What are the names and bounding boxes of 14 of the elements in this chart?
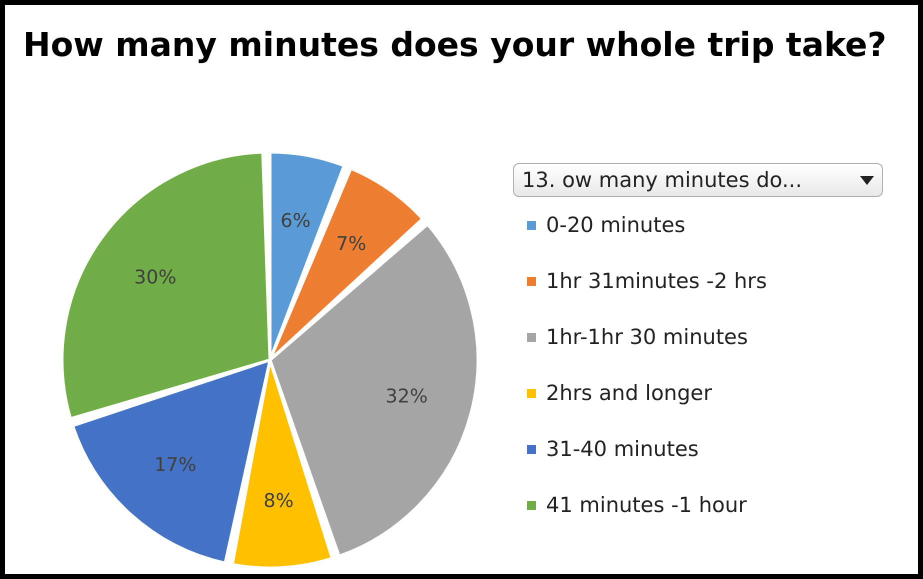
legend-title: 13. ow many minutes do... xyxy=(522,168,802,192)
chart-title: How many minutes does your whole trip take? xyxy=(23,25,887,64)
legend-label: 1hr-1hr 30 minutes xyxy=(546,325,748,349)
legend-label: 2hrs and longer xyxy=(546,381,712,405)
data-label: 8% xyxy=(264,490,294,512)
legend-label: 31-40 minutes xyxy=(546,437,699,461)
legend-label: 0-20 minutes xyxy=(546,213,686,237)
legend-label: 1hr 31minutes -2 hrs xyxy=(546,269,767,293)
data-label: 6% xyxy=(280,210,311,232)
data-label: 17% xyxy=(154,454,196,476)
data-label: 7% xyxy=(336,233,366,256)
data-label: 32% xyxy=(386,385,428,408)
data-label: 30% xyxy=(134,266,176,288)
legend-label: 41 minutes -1 hour xyxy=(546,493,747,517)
